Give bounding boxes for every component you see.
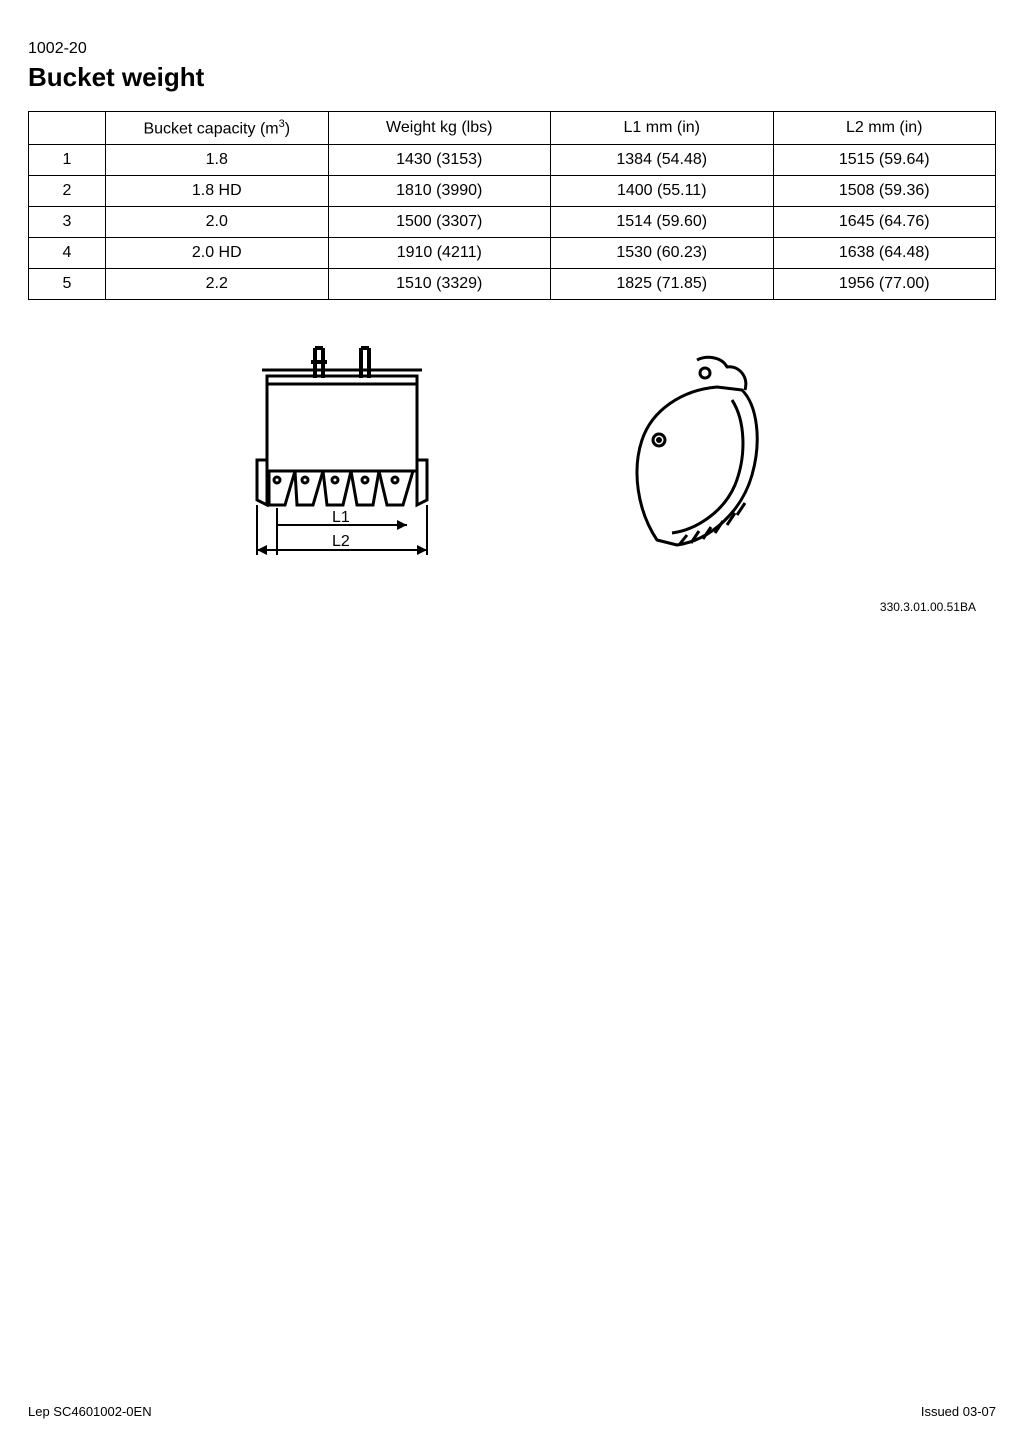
table-row: 3 2.0 1500 (3307) 1514 (59.60) 1645 (64.… — [29, 207, 996, 238]
cell-weight: 1500 (3307) — [328, 207, 551, 238]
cell-weight: 1430 (3153) — [328, 145, 551, 176]
cell-weight: 1910 (4211) — [328, 238, 551, 269]
cell-weight: 1510 (3329) — [328, 269, 551, 300]
cell-l1: 1400 (55.11) — [551, 176, 774, 207]
cell-l1: 1514 (59.60) — [551, 207, 774, 238]
cell-capacity: 2.2 — [106, 269, 329, 300]
col-header-capacity: Bucket capacity (m3) — [106, 112, 329, 145]
cell-l1: 1530 (60.23) — [551, 238, 774, 269]
cell-capacity: 2.0 HD — [106, 238, 329, 269]
cell-l2: 1956 (77.00) — [773, 269, 996, 300]
cell-index: 5 — [29, 269, 106, 300]
cell-index: 4 — [29, 238, 106, 269]
col-header-index — [29, 112, 106, 145]
col-header-l1: L1 mm (in) — [551, 112, 774, 145]
page-title: Bucket weight — [28, 62, 996, 93]
cell-l2: 1638 (64.48) — [773, 238, 996, 269]
cell-index: 1 — [29, 145, 106, 176]
table-row: 1 1.8 1430 (3153) 1384 (54.48) 1515 (59.… — [29, 145, 996, 176]
cell-index: 3 — [29, 207, 106, 238]
table-row: 5 2.2 1510 (3329) 1825 (71.85) 1956 (77.… — [29, 269, 996, 300]
dim-label-l2: L2 — [332, 533, 350, 550]
cell-weight: 1810 (3990) — [328, 176, 551, 207]
bucket-front-diagram: L1 L2 — [237, 340, 447, 570]
col-header-weight: Weight kg (lbs) — [328, 112, 551, 145]
cell-capacity: 1.8 HD — [106, 176, 329, 207]
cell-l2: 1515 (59.64) — [773, 145, 996, 176]
doc-code: 1002-20 — [28, 40, 996, 58]
footer-left: Lep SC4601002-0EN — [28, 1404, 152, 1419]
col-header-l2: L2 mm (in) — [773, 112, 996, 145]
table-row: 2 1.8 HD 1810 (3990) 1400 (55.11) 1508 (… — [29, 176, 996, 207]
cell-index: 2 — [29, 176, 106, 207]
cell-l1: 1825 (71.85) — [551, 269, 774, 300]
dim-label-l1: L1 — [332, 509, 350, 526]
cell-l1: 1384 (54.48) — [551, 145, 774, 176]
cell-capacity: 2.0 — [106, 207, 329, 238]
bucket-side-diagram — [587, 345, 787, 565]
figure-caption: 330.3.01.00.51BA — [28, 600, 996, 614]
bucket-weight-table: Bucket capacity (m3) Weight kg (lbs) L1 … — [28, 111, 996, 300]
cell-l2: 1508 (59.36) — [773, 176, 996, 207]
table-row: 4 2.0 HD 1910 (4211) 1530 (60.23) 1638 (… — [29, 238, 996, 269]
footer-right: Issued 03-07 — [921, 1404, 996, 1419]
cell-capacity: 1.8 — [106, 145, 329, 176]
cell-l2: 1645 (64.76) — [773, 207, 996, 238]
